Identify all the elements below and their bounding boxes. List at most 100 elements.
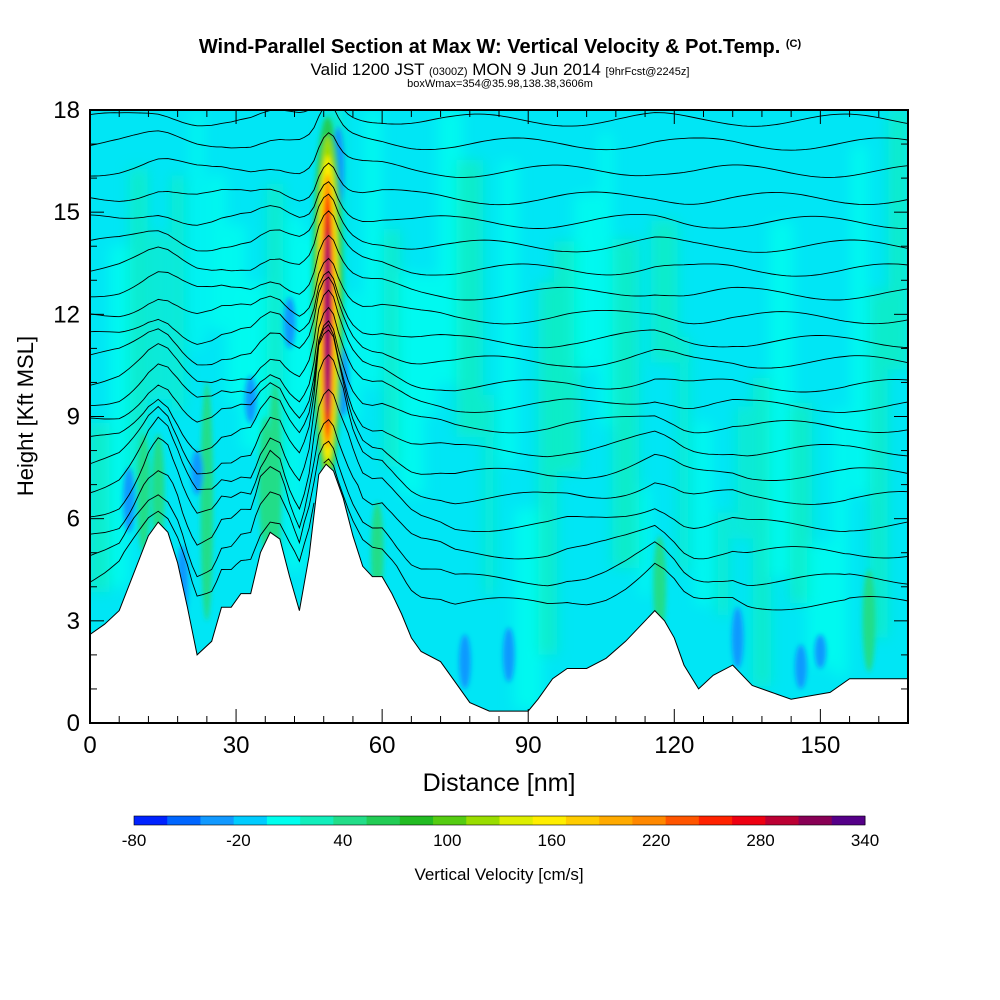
chart-title-main: Wind-Parallel Section at Max W: Vertical… [198,36,781,58]
velocity-band [484,394,495,595]
theta-contour [90,458,908,611]
y-tick-label: 6 [67,506,80,533]
theta-contour [90,354,908,505]
colorbar-tick-label: 40 [333,831,352,850]
colorbar-swatch [532,816,567,825]
colorbar-swatch [565,816,600,825]
y-tick-label: 0 [67,710,80,737]
copyright-mark: (C) [785,38,802,50]
velocity-band [574,193,600,369]
downdraft-cell [283,297,296,349]
velocity-band [538,282,557,655]
updraft-cell [137,433,150,553]
colorbar-swatch [599,816,633,825]
theta-contour [90,440,908,587]
colorbar-swatch [300,816,334,825]
velocity-band [716,512,730,615]
velocity-band [789,402,812,604]
colorbar-swatch [399,816,434,825]
downdraft-cell [459,634,471,689]
downdraft-cell [502,627,515,683]
colorbar-swatch [732,816,766,825]
y-tick-label: 3 [67,608,80,635]
velocity-band [500,160,518,464]
updraft-cell [200,382,214,621]
x-tick-label: 60 [369,732,396,759]
theta-contour [90,234,908,301]
colorbar-swatch [765,816,800,825]
theta-contour [90,418,908,560]
y-axis: 0 3 6 9 12 15 18 [53,97,908,737]
x-tick-label: 90 [515,732,542,759]
velocity-band [651,220,678,363]
valid-time: Valid 1200 JST [310,60,425,79]
updraft-cell [862,569,876,672]
forecast-info: [9hrFcst@2245z] [605,66,690,78]
velocity-band [514,508,543,709]
updraft-cell [258,416,272,553]
theta-contour [90,276,908,369]
velocity-band [398,273,425,496]
x-axis: 0 30 60 90 120 150 [83,110,909,759]
colorbar-swatch [632,816,667,825]
theta-isentropes [90,110,908,611]
theta-contour [90,181,908,229]
theta-contour [90,162,908,206]
colorbar-tick-label: 220 [642,831,670,850]
velocity-field [90,110,908,709]
theta-contour [90,210,908,277]
colorbar-swatch [333,816,368,825]
velocity-band [383,229,400,467]
velocity-band [869,290,888,638]
velocity-band [171,175,185,411]
downdraft-cell [191,450,203,495]
colorbar-swatch [466,816,500,825]
colorbar-swatch [233,816,268,825]
boxwmax-info: boxWmax=354@35.98,138.38,3606m [407,78,593,90]
y-tick-label: 18 [53,97,80,124]
velocity-band [152,232,164,399]
updraft-cell [151,433,165,553]
velocity-band [850,145,868,495]
colorbar-swatch [167,816,201,825]
downdraft-cell [244,375,257,424]
x-tick-label: 0 [83,732,96,759]
velocity-band [191,110,203,348]
theta-contour [90,270,908,349]
colorbar-swatch [665,816,700,825]
colorbar-tick-label: 340 [851,831,879,850]
theta-contour [90,388,908,533]
x-tick-label: 120 [654,732,694,759]
velocity-band [695,422,712,606]
velocity-band [678,336,690,572]
colorbar-swatch [831,816,866,825]
velocity-band [207,175,226,330]
colorbar-frame [133,815,866,826]
y-axis-label: Height [Kft MSL] [13,336,38,496]
colorbar-tick-label: 280 [746,831,774,850]
colorbar-swatch [499,816,534,825]
velocity-band [345,293,360,421]
colorbar-tick-label: 160 [538,831,566,850]
velocity-band [769,221,794,578]
colorbar: -80 -20 40 100 160 220 280 340 [122,815,879,850]
colorbar-swatch [134,816,168,825]
colorbar-tick-label: 100 [433,831,461,850]
velocity-band [109,245,130,588]
theta-contour [90,323,908,458]
velocity-band [736,406,749,539]
valid-utc: (0300Z) [429,66,468,78]
theta-contour [90,132,908,178]
y-tick-label: 12 [53,301,80,328]
x-axis-label: Distance [nm] [423,769,576,797]
downdraft-cell [123,467,135,533]
velocity-band [832,409,848,676]
downdraft-cell [795,644,807,689]
velocity-band [456,160,484,437]
theta-contour [90,329,908,481]
theta-contour [90,320,908,434]
velocity-band [90,423,111,592]
downdraft-cell [731,607,744,669]
x-tick-label: 30 [223,732,250,759]
